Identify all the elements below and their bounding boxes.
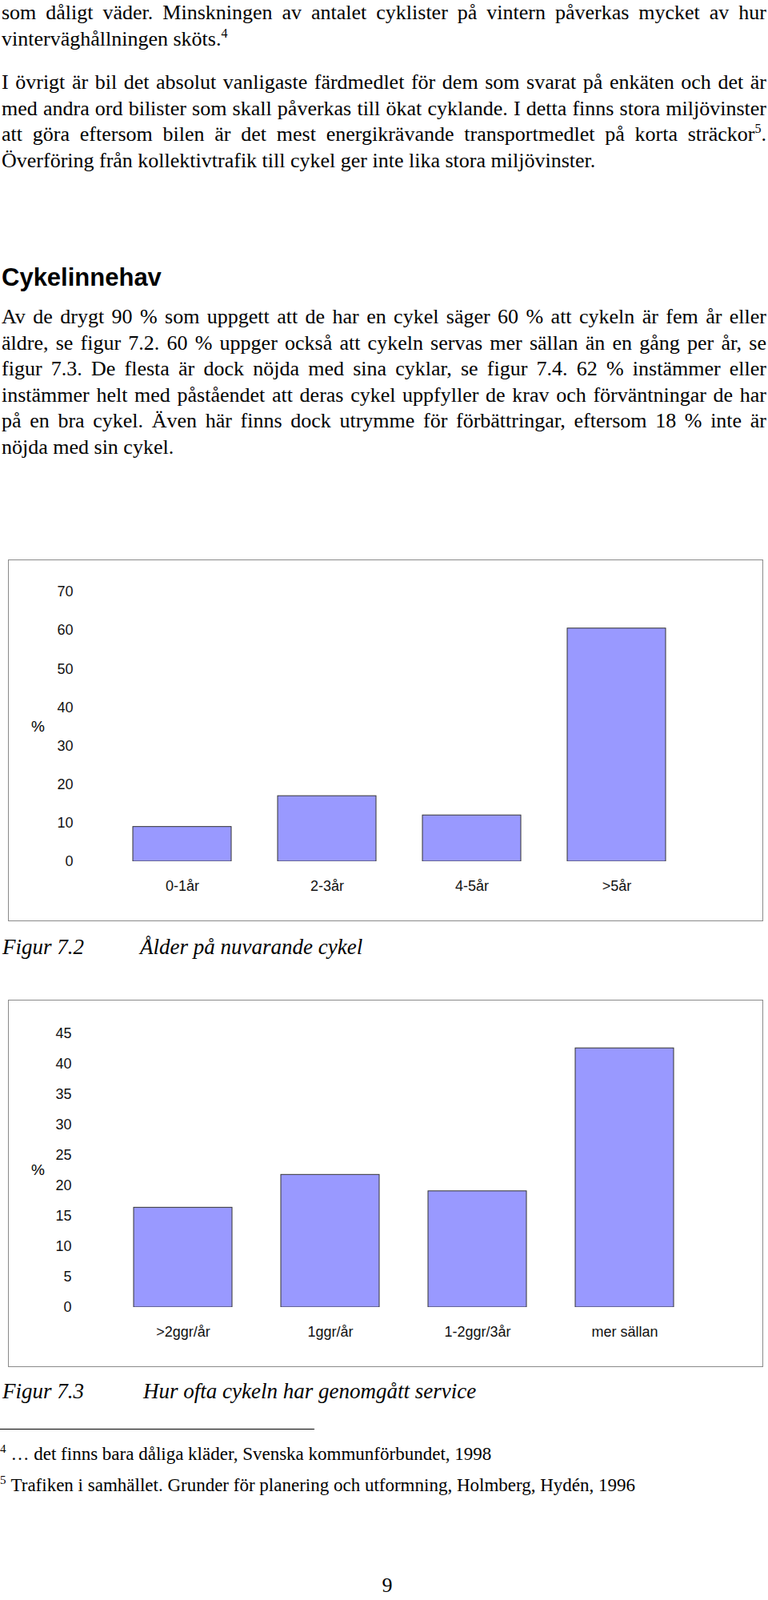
html-text:Ålder på nuvarande cykel: Ålder på nuvarande cykel <box>140 934 363 959</box>
svg-text:10: 10 <box>55 1237 72 1254</box>
svg-text:25: 25 <box>55 1146 72 1163</box>
html-text:Cykelinnehav: Cykelinnehav <box>1 263 162 292</box>
svg-text:2-3år: 2-3år <box>310 877 344 894</box>
svg-text:4-5år: 4-5år <box>455 877 489 894</box>
svg-text:1-2ggr/3år: 1-2ggr/3år <box>444 1323 511 1340</box>
html-text:5 Trafiken i samhället. Grunde: 5 Trafiken i samhället. Grunder för plan… <box>0 1473 636 1495</box>
svg-text:30: 30 <box>56 737 73 754</box>
html-text:Av de drygt 90 % som uppgett a: Av de drygt 90 % som uppgett att de har … <box>1 304 767 458</box>
html-text:9: 9 <box>382 1572 393 1596</box>
svg-text:5: 5 <box>63 1268 72 1284</box>
html-text:Hur ofta cykeln har genomgått: Hur ofta cykeln har genomgått service <box>143 1378 477 1403</box>
html-text:4 … det finns bara dåliga kläd: 4 … det finns bara dåliga kläder, Svensk… <box>0 1441 492 1464</box>
svg-text:20: 20 <box>56 776 73 792</box>
svg-text:20: 20 <box>55 1176 72 1193</box>
html-text:Figur 7.3: Figur 7.3 <box>2 1378 84 1403</box>
svg-text:40: 40 <box>56 699 73 716</box>
svg-text:40: 40 <box>55 1055 72 1072</box>
html-text:som dåligt väder. Minskningen: som dåligt väder. Minskningen av antalet… <box>1 0 767 50</box>
svg-text:1ggr/år: 1ggr/år <box>307 1323 353 1340</box>
svg-text:mer sällan: mer sällan <box>591 1323 658 1340</box>
svg-text:>5år: >5år <box>602 877 632 894</box>
html-text:Figur 7.2: Figur 7.2 <box>2 934 84 959</box>
svg-text:0: 0 <box>63 1298 72 1315</box>
html-text:I övrigt är bil det absolut va: I övrigt är bil det absolut vanligaste f… <box>1 70 767 172</box>
svg-text:60: 60 <box>56 621 73 638</box>
svg-text:15: 15 <box>55 1207 72 1224</box>
svg-text:50: 50 <box>56 660 73 677</box>
svg-text:0: 0 <box>64 852 73 869</box>
svg-text:>2ggr/år: >2ggr/år <box>156 1323 211 1340</box>
svg-text:35: 35 <box>55 1085 72 1102</box>
svg-text:70: 70 <box>56 583 73 600</box>
svg-text:30: 30 <box>55 1116 72 1132</box>
svg-text:10: 10 <box>56 814 73 831</box>
svg-text:0-1år: 0-1år <box>165 877 200 894</box>
svg-text:45: 45 <box>55 1024 72 1041</box>
